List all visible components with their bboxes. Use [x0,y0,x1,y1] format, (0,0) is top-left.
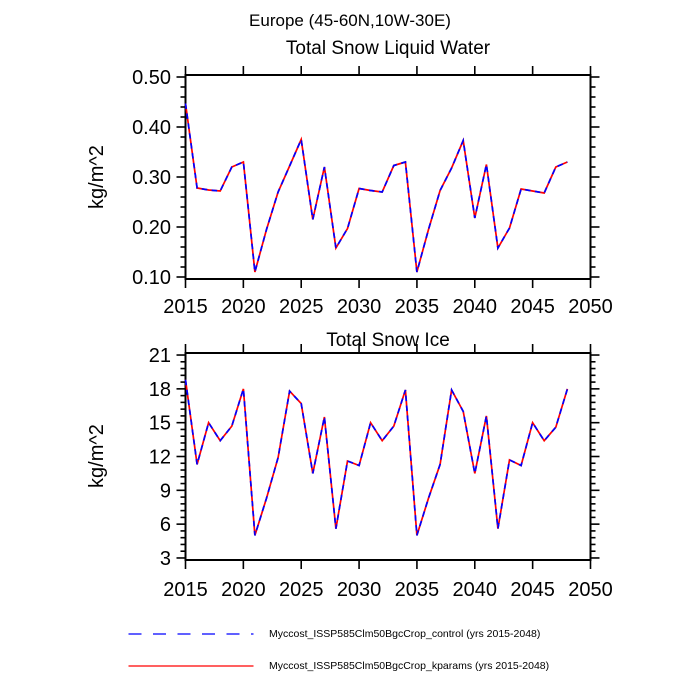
x-tick-label: 2045 [510,579,555,601]
x-tick-label: 2020 [221,296,266,318]
series-line-Myccost_ISSP585Clm50BgcCrop_control [184,379,569,536]
x-tick-label: 2040 [453,296,498,318]
y-tick-label: 0.30 [132,167,171,189]
legend-line-dashed-icon [128,633,254,635]
y-tick-label: 6 [160,514,171,536]
y-tick-label: 18 [149,379,171,401]
x-tick-label: 2035 [395,579,440,601]
x-tick-label: 2020 [221,579,266,601]
series-line-Myccost_ISSP585Clm50BgcCrop_kparams [184,103,568,273]
main-title: Europe (45-60N,10W-30E) [249,11,451,30]
x-tick-label: 2025 [279,579,324,601]
x-tick-label: 2015 [163,579,208,601]
legend-entry-control: Myccost_ISSP585Clm50BgcCrop_control (yrs… [128,628,540,640]
y-tick-label: 0.50 [132,67,171,89]
legend-line-solid-icon [128,665,254,667]
x-tick-label: 2015 [163,296,208,318]
series-line-Myccost_ISSP585Clm50BgcCrop_kparams [184,379,569,536]
y-tick-label: 15 [149,413,171,435]
x-tick-label: 2050 [568,296,613,318]
plot-frame [184,352,592,561]
x-tick-label: 2030 [337,296,382,318]
bottom-chart-title: Total Snow Ice [326,330,450,351]
y-tick-label: 0.10 [132,267,171,289]
y-tick-label: 12 [149,447,171,469]
x-tick-label: 2030 [337,579,382,601]
x-tick-label: 2040 [453,579,498,601]
y-tick-label: 3 [160,548,171,570]
x-tick-label: 2050 [568,579,613,601]
x-tick-label: 2035 [395,296,440,318]
legend-label-control: Myccost_ISSP585Clm50BgcCrop_control (yrs… [269,628,541,640]
legend-entry-kparams: Myccost_ISSP585Clm50BgcCrop_kparams (yrs… [128,660,549,672]
y-tick-label: 0.20 [132,217,171,239]
x-tick-label: 2025 [279,296,324,318]
series-line-Myccost_ISSP585Clm50BgcCrop_control [184,103,568,273]
legend-label-kparams: Myccost_ISSP585Clm50BgcCrop_kparams (yrs… [269,660,550,672]
top-chart-title: Total Snow Liquid Water [285,38,491,59]
x-tick-label: 2045 [510,296,555,318]
y-tick-label: 21 [149,345,171,367]
y-tick-label: 9 [160,480,171,502]
y-tick-label: 0.40 [132,117,171,139]
